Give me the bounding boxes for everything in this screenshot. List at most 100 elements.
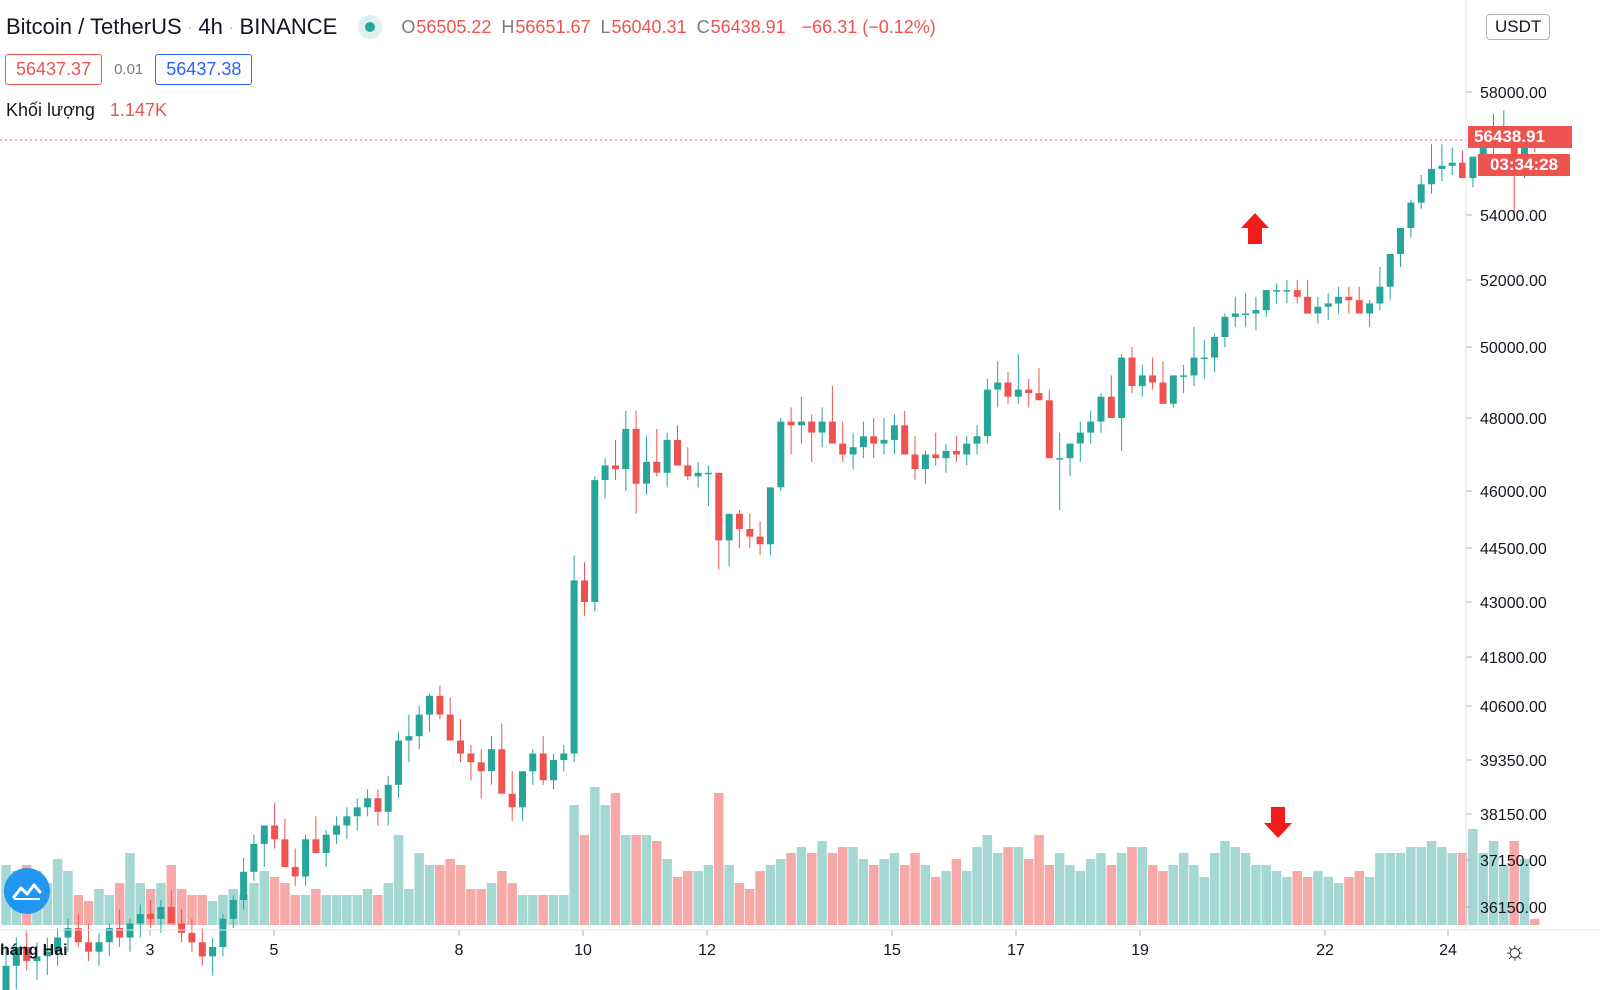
volume-bar (238, 895, 249, 925)
candle-body (1262, 290, 1270, 311)
volume-legend[interactable]: Khối lượng 1.147K (6, 100, 167, 121)
candle-body (343, 816, 351, 826)
candle-body (1355, 300, 1363, 314)
candle-body (581, 580, 588, 602)
volume-bar (1333, 883, 1344, 925)
buy-button[interactable]: 56437.38 (155, 54, 253, 85)
candle-body (498, 749, 506, 794)
volume-bar (796, 847, 807, 925)
time-tick-label: 24 (1439, 942, 1457, 959)
candle-body (209, 947, 217, 957)
volume-bar (714, 793, 724, 925)
candle-body (787, 421, 795, 426)
candle-body (591, 480, 599, 602)
candle-body (519, 771, 526, 808)
candle-body (1479, 144, 1487, 157)
time-tick-label: 15 (883, 942, 901, 959)
candle-body (1004, 382, 1012, 397)
volume-bar (1426, 841, 1437, 925)
volume-bar (776, 859, 786, 925)
up-arrow-icon (1241, 213, 1269, 244)
symbol-name[interactable]: Bitcoin / TetherUS (6, 14, 182, 39)
close-value: 56438.91 (710, 16, 786, 37)
volume-bar (538, 895, 548, 925)
volume-bar (1488, 841, 1499, 925)
candle-body (312, 839, 320, 854)
volume-bar (683, 871, 693, 925)
price-axis[interactable]: 58000.00 54000.00 52000.00 50000.00 48000.00… (1466, 85, 1547, 917)
volume-bar (765, 865, 776, 925)
bar-countdown: 03:34:28 (1478, 154, 1570, 176)
volume-indicator-name: Khối lượng (6, 100, 95, 120)
candle-body (1014, 389, 1022, 397)
interval-label[interactable]: 4h (198, 14, 223, 39)
candle-body (932, 454, 940, 459)
settings-sun-icon[interactable]: ☼ (1503, 935, 1527, 965)
candle-body (1304, 296, 1312, 314)
volume-bar (300, 895, 311, 925)
candle-body (1438, 165, 1446, 169)
candle-body (74, 928, 82, 943)
currency-button[interactable]: USDT (1486, 14, 1551, 40)
volume-bar (631, 835, 641, 925)
market-status-dot-icon[interactable] (365, 22, 376, 32)
candle-body (715, 472, 723, 541)
time-axis[interactable]: háng Hai 3 5 8 10 12 15 17 19 22 24 (0, 930, 1457, 959)
volume-bar (176, 889, 187, 925)
volume-bar (858, 859, 869, 925)
candle-body (415, 714, 423, 737)
candle-body (219, 918, 227, 947)
volume-bar (1003, 847, 1013, 925)
volume-bar (455, 865, 466, 925)
volume-bar (311, 889, 321, 925)
volume-bar (1209, 853, 1220, 925)
candle-body (281, 839, 289, 868)
time-tick-label: 8 (455, 942, 464, 959)
volume-bar (1282, 877, 1292, 925)
candle-body (302, 839, 310, 877)
sell-button[interactable]: 56437.37 (5, 54, 103, 85)
candle-body (33, 956, 41, 962)
volume-bar (135, 883, 145, 925)
candle-body (766, 487, 774, 545)
candle-body (1180, 375, 1188, 377)
volume-bar (1499, 865, 1509, 925)
volume-bar (393, 835, 404, 925)
price-tick-label: 44500.00 (1480, 541, 1547, 558)
volume-bar (1147, 865, 1158, 925)
volume-bar (1302, 877, 1313, 925)
candles (2, 110, 1539, 990)
candle-body (147, 914, 155, 919)
volume-bar (1364, 877, 1375, 925)
candle-body (1097, 396, 1105, 422)
price-tick-label: 46000.00 (1480, 484, 1547, 501)
candle-body (64, 928, 72, 938)
candle-body (291, 867, 299, 877)
volume-bar (1447, 853, 1457, 925)
volume-bar (848, 847, 858, 925)
candle-body (271, 825, 279, 840)
candle-body (870, 436, 878, 444)
candle-body (880, 439, 888, 444)
price-tick-label: 40600.00 (1480, 699, 1547, 716)
candle-body (477, 762, 485, 772)
volume-bar (672, 877, 683, 925)
legend-separator: · (228, 19, 234, 35)
candle-body (2, 965, 10, 990)
volume-bar (73, 895, 84, 925)
candle-body (952, 450, 960, 455)
volume-bar (1116, 853, 1127, 925)
volume-bar (1271, 871, 1282, 925)
volume-bar (1106, 865, 1117, 925)
volume-bar (1168, 865, 1178, 925)
volume-bar (1085, 859, 1096, 925)
volume-bar (1220, 841, 1230, 925)
volume-bar (52, 859, 63, 925)
tradingview-logo-icon[interactable] (4, 868, 50, 914)
time-tick-label: 19 (1131, 942, 1149, 959)
volume-bar (972, 847, 982, 925)
candle-body (1397, 228, 1404, 254)
candle-body (622, 428, 630, 470)
time-tick-label: 5 (270, 942, 279, 959)
